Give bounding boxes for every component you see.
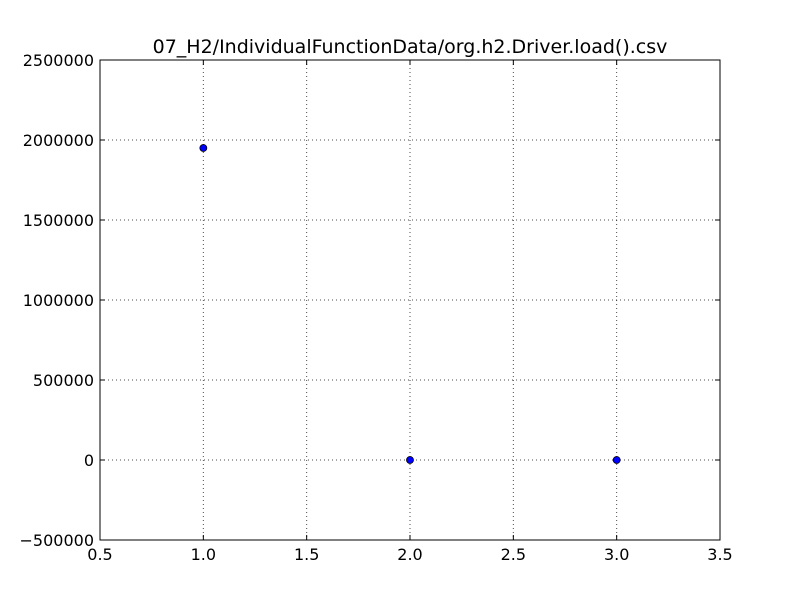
x-tick-label: 2.0 [397, 545, 422, 564]
y-tick-label: 2000000 [23, 131, 94, 150]
data-point [199, 144, 208, 152]
x-tick-label: 2.5 [501, 545, 526, 564]
x-tick-label: 3.5 [707, 545, 732, 564]
y-tick-label: 2500000 [23, 51, 94, 70]
y-axis-tick-labels: −500000 0 500000 1000000 1500000 2000000 25000… [20, 51, 94, 550]
x-axis-tick-labels: 0.5 1.0 1.5 2.0 2.5 3.0 3.5 [87, 545, 732, 564]
y-tick-label: 0 [84, 451, 94, 470]
data-point [406, 456, 414, 464]
grid-lines [100, 60, 720, 540]
data-point [612, 456, 621, 464]
y-tick-label: −500000 [20, 531, 94, 550]
y-tick-label: 1500000 [23, 211, 94, 230]
axis-ticks [99, 59, 721, 541]
x-tick-label: 1.5 [294, 545, 319, 564]
x-tick-label: 0.5 [87, 545, 112, 564]
chart-title: 07_H2/IndividualFunctionData/org.h2.Driv… [153, 36, 668, 58]
x-tick-label: 1.0 [191, 545, 216, 564]
y-tick-label: 1000000 [23, 291, 94, 310]
y-tick-label: 500000 [33, 371, 94, 390]
data-points [199, 144, 621, 464]
x-tick-label: 3.0 [604, 545, 629, 564]
